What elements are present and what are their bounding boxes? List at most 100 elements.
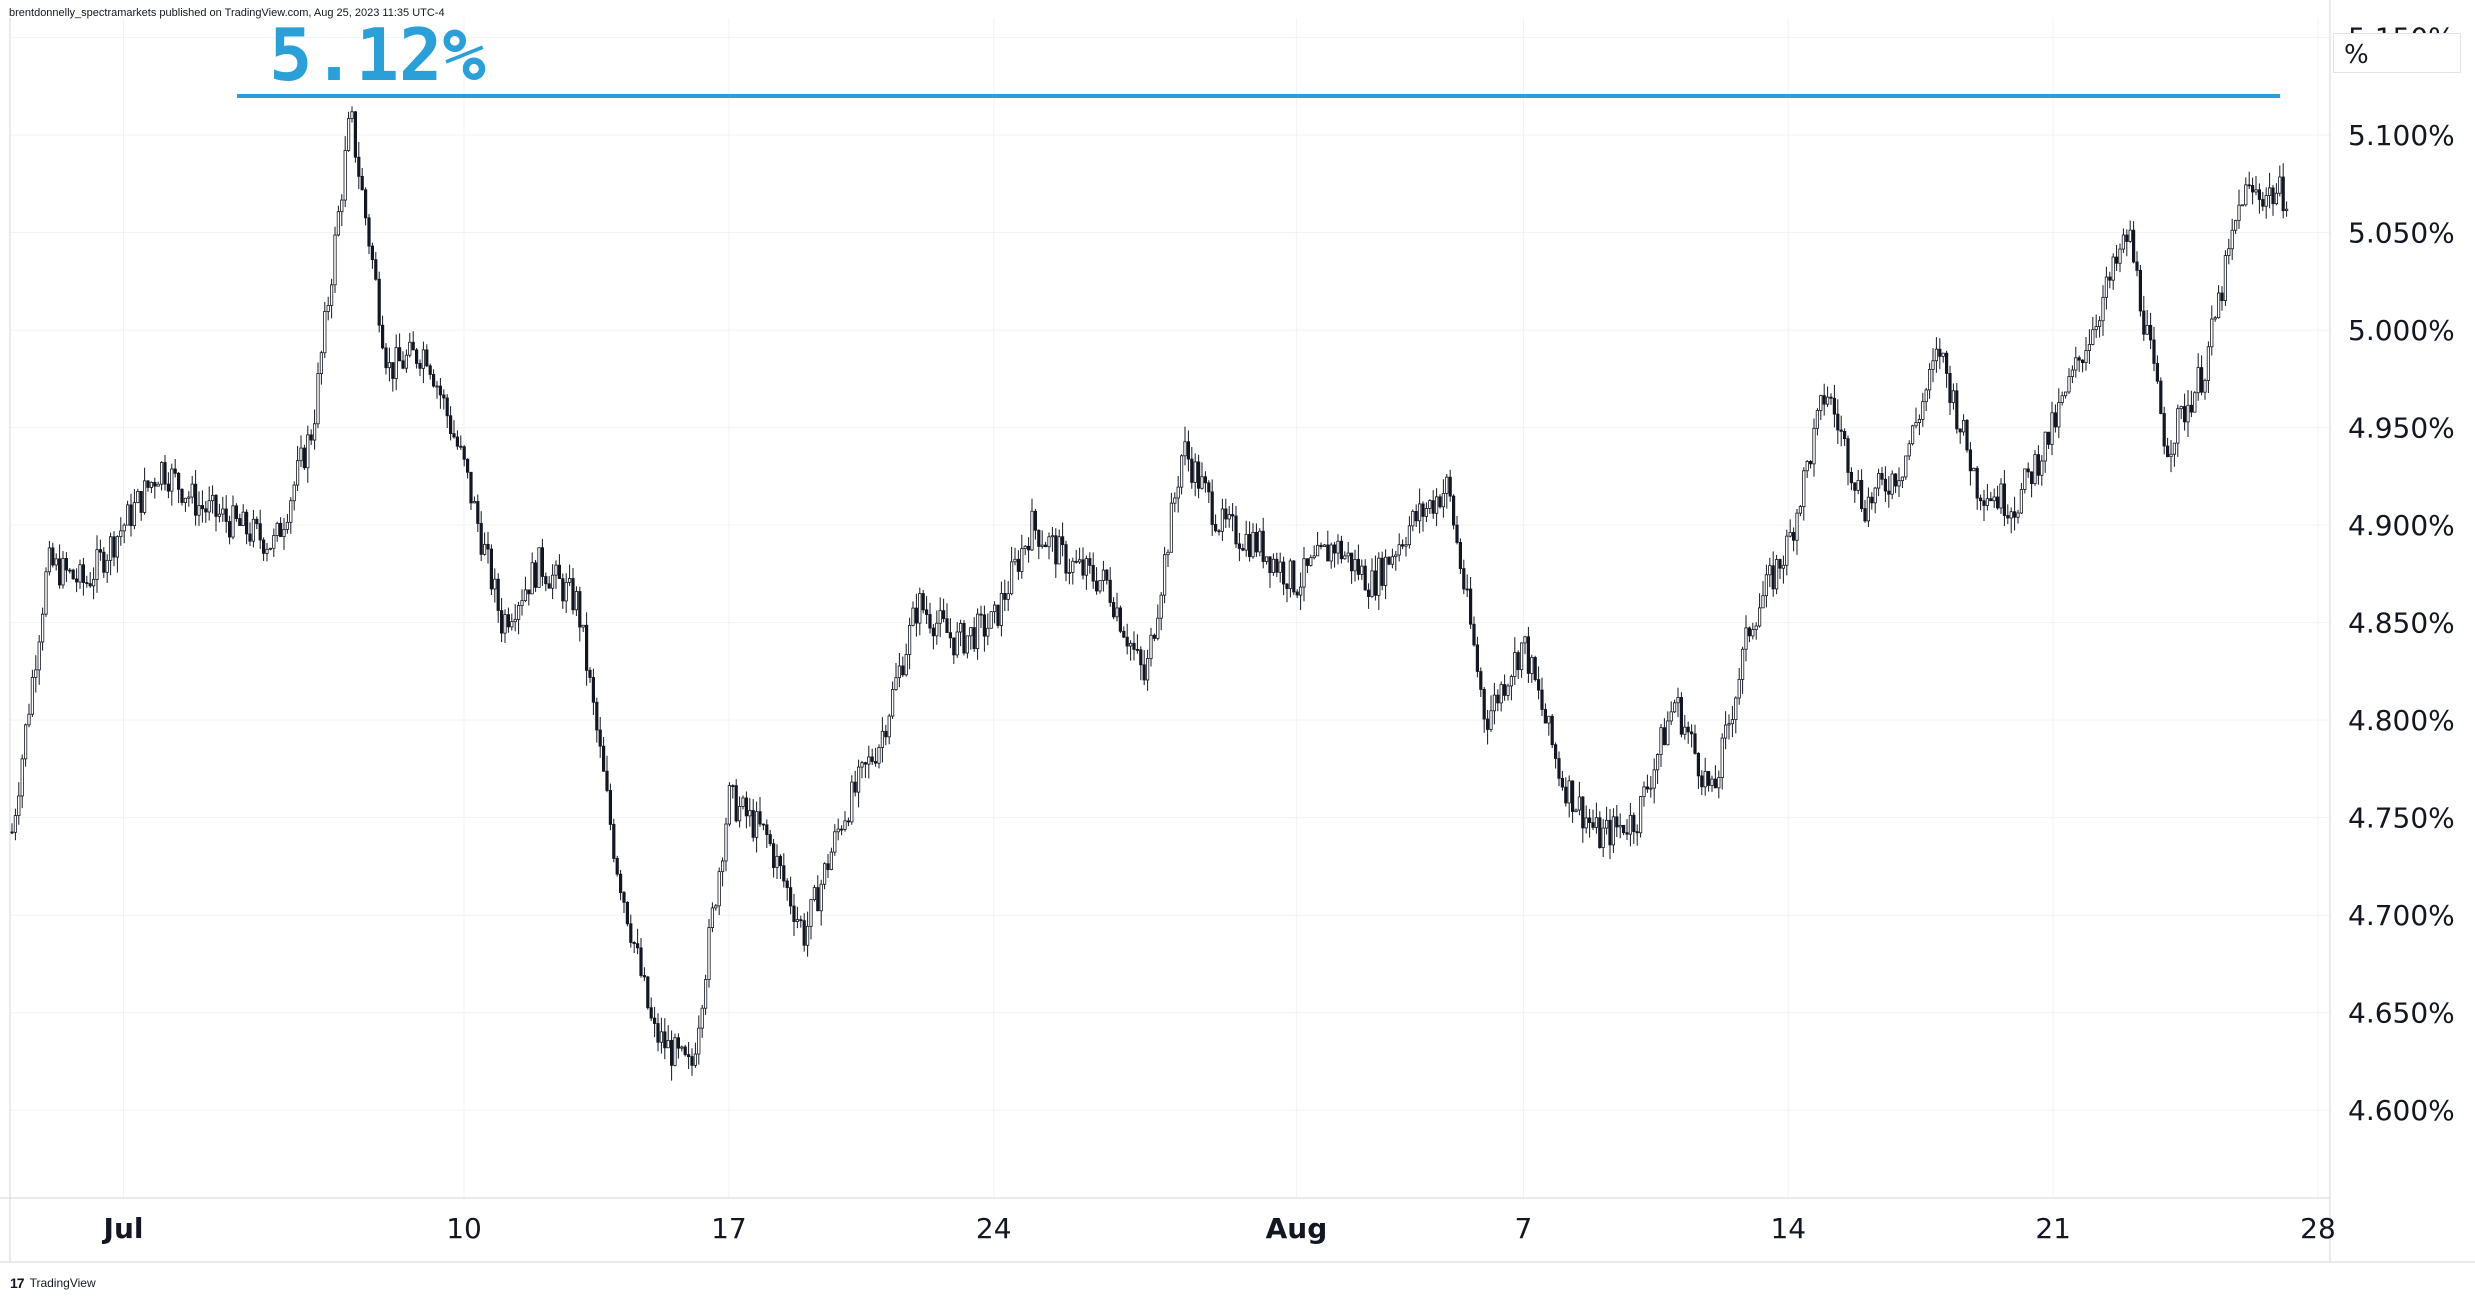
candle xyxy=(2108,271,2112,289)
candle xyxy=(1958,428,1962,444)
annotation-label[interactable]: 5.12% xyxy=(269,13,486,97)
candle xyxy=(656,1013,660,1052)
candle xyxy=(1258,528,1262,557)
candle xyxy=(1241,543,1245,552)
candle xyxy=(2165,437,2170,458)
candle xyxy=(1968,442,1972,486)
candle xyxy=(1696,752,1700,789)
candle xyxy=(2220,286,2224,311)
candle xyxy=(574,586,579,616)
candle xyxy=(2216,285,2221,319)
candle xyxy=(2267,172,2272,209)
candle xyxy=(2179,405,2183,420)
candle xyxy=(1979,494,1983,511)
candle xyxy=(204,500,208,523)
candle xyxy=(1686,721,1690,744)
candle xyxy=(258,509,262,549)
candle xyxy=(2169,440,2173,473)
candle xyxy=(1639,795,1643,838)
candle xyxy=(394,334,398,391)
candle xyxy=(2230,218,2234,260)
candle xyxy=(2080,359,2085,373)
candle xyxy=(1203,471,1207,493)
candle xyxy=(945,603,949,634)
candle xyxy=(493,568,497,603)
candle xyxy=(585,612,589,686)
candle xyxy=(676,1033,681,1059)
time-axis[interactable]: Jul 10 17 24 Aug 7 14 21 28 xyxy=(102,1212,2336,1245)
candle xyxy=(1802,467,1806,521)
candle xyxy=(2091,316,2095,346)
candle xyxy=(588,667,592,683)
candle xyxy=(2278,165,2282,197)
candle xyxy=(1917,414,1921,436)
candle xyxy=(1064,540,1068,582)
price-axis[interactable]: 4.600% 4.650% 4.700% 4.750% 4.800% 4.850% 4.90… xyxy=(2348,22,2455,1128)
candle xyxy=(1326,530,1330,562)
candle xyxy=(1411,509,1415,532)
candle xyxy=(1856,470,1860,495)
candle xyxy=(823,862,827,890)
candle xyxy=(564,573,568,613)
candle xyxy=(1489,695,1493,732)
candle xyxy=(2145,310,2149,335)
candle xyxy=(1101,560,1105,592)
candle xyxy=(329,278,334,319)
candle xyxy=(1645,774,1649,793)
candle xyxy=(1758,593,1762,628)
candle xyxy=(2111,253,2115,290)
candle xyxy=(1166,549,1170,567)
candle xyxy=(1520,642,1524,678)
candle xyxy=(2019,483,2023,515)
candle xyxy=(605,755,609,793)
candle xyxy=(465,458,470,479)
candle xyxy=(795,906,800,929)
candle xyxy=(292,481,296,511)
candle xyxy=(2128,220,2132,243)
candle xyxy=(1584,805,1588,834)
candle xyxy=(530,552,534,595)
y-tick-label: 4.800% xyxy=(2348,704,2455,737)
candle xyxy=(1945,350,1949,388)
candle xyxy=(2087,329,2091,365)
price-unit-label[interactable]: % xyxy=(2333,33,2461,73)
candle xyxy=(755,801,759,853)
candle xyxy=(2172,442,2176,467)
tradingview-branding[interactable]: 17 TradingView xyxy=(10,1275,96,1291)
candle xyxy=(1989,492,1993,502)
candle xyxy=(309,429,313,446)
candle xyxy=(1785,529,1789,576)
candle xyxy=(1037,529,1041,560)
candle xyxy=(938,597,942,638)
candle xyxy=(1669,701,1673,725)
candle xyxy=(326,296,330,321)
candle xyxy=(1768,557,1772,588)
candle xyxy=(1071,557,1075,585)
candle xyxy=(622,890,626,914)
candle xyxy=(272,528,276,557)
candle xyxy=(1700,770,1704,796)
candle xyxy=(921,589,925,614)
candle xyxy=(1499,681,1503,712)
candle xyxy=(452,420,456,439)
candle xyxy=(884,724,888,746)
candle xyxy=(2261,191,2265,211)
candle xyxy=(2281,163,2285,219)
candle xyxy=(1132,631,1136,661)
candle xyxy=(2050,401,2054,456)
candle xyxy=(785,878,789,901)
candle xyxy=(85,575,89,588)
candle xyxy=(1428,499,1432,514)
candle xyxy=(1877,468,1881,497)
candle xyxy=(1356,544,1360,581)
candle xyxy=(190,475,194,504)
candle xyxy=(217,503,221,523)
candle xyxy=(1996,485,2000,510)
candle xyxy=(877,744,881,769)
candle xyxy=(969,627,973,650)
y-tick-label: 4.950% xyxy=(2348,412,2455,445)
candle xyxy=(850,775,854,825)
candle xyxy=(2210,305,2214,356)
candle xyxy=(438,377,443,409)
